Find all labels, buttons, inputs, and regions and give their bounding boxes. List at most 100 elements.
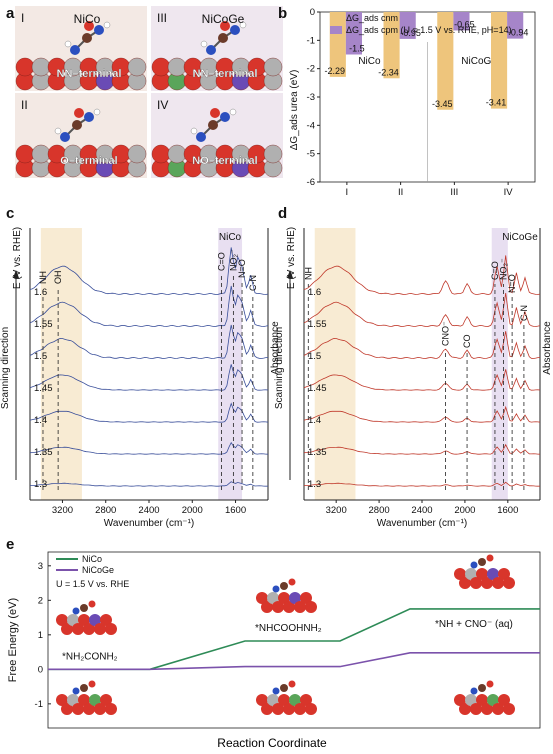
atom [190, 127, 198, 135]
x-tick-label: 2000 [182, 505, 203, 516]
bar [453, 12, 470, 31]
atom [294, 601, 306, 613]
atom [72, 687, 80, 695]
legend-entry: NiCo [82, 554, 102, 564]
spectrum-line [303, 255, 541, 295]
atom [272, 703, 284, 715]
atom [492, 577, 504, 589]
atom [487, 694, 499, 706]
atom [288, 578, 296, 586]
atom [103, 21, 111, 29]
atom [280, 582, 288, 590]
bar-data-label: -1.5 [349, 44, 365, 54]
structure-tiles: I NiCo NN–terminal III NiCoGe NN–terminal II O–… [15, 6, 283, 178]
structure-thumbnail [256, 680, 317, 715]
atom [88, 680, 96, 688]
atom [100, 694, 112, 706]
atom [459, 577, 471, 589]
atom [105, 703, 117, 715]
plot-frame [47, 551, 541, 729]
absorbance-label: Absorbance [542, 321, 553, 375]
spectrum-line [303, 481, 541, 487]
y-tick-label: -2 [307, 64, 315, 75]
b-chart: -6 -5 -4 -3 -2 -1 0 NiCo NiCoGe -2.29 -1.5 I -2.34 -0… [307, 7, 536, 198]
spectrum-line [303, 405, 541, 423]
atom [300, 592, 312, 604]
atom [498, 568, 510, 580]
y-tick-label: -4 [307, 120, 315, 131]
atom [503, 703, 515, 715]
spectrum-line [29, 481, 269, 487]
panel-b: b ΔG_ads urea (eV) -6 -5 -4 -3 -2 -1 0 NiCo NiCo… [278, 5, 536, 198]
potential-label: 1.5 [34, 351, 47, 362]
x-tick-label: 2800 [95, 505, 116, 516]
x-axis-label: Wavenumber (cm⁻¹) [377, 518, 467, 529]
e-xlabel: Reaction Coordinate [217, 736, 327, 750]
atom [82, 33, 92, 43]
peak-annotation: NH [303, 267, 313, 280]
bar [383, 12, 400, 79]
chart-title: NiCo [219, 232, 242, 243]
atom [476, 694, 488, 706]
peak-annotation: NO₂⁻ [228, 249, 238, 271]
potential-label: 1.4 [308, 415, 321, 426]
atom [465, 568, 477, 580]
bar-data-label: -0.65 [454, 19, 475, 29]
y-axis-label: E (V vs. RHE) [286, 227, 297, 289]
atom [272, 585, 280, 593]
potential-label: 1.3 [34, 479, 47, 490]
atom [78, 694, 90, 706]
atom [89, 614, 101, 626]
atom [294, 703, 306, 715]
atom [280, 684, 288, 692]
tile-description: NN–terminal [57, 68, 122, 80]
bar [491, 12, 508, 109]
x-tick-label: I [346, 187, 349, 198]
atom [487, 568, 499, 580]
atom [61, 623, 73, 635]
x-axis-label: Wavenumber (cm⁻¹) [104, 518, 194, 529]
atom [278, 592, 290, 604]
x-tick-label: 3200 [326, 505, 347, 516]
tile-description: O–terminal [60, 155, 117, 167]
atom [72, 623, 84, 635]
atom [470, 561, 478, 569]
spectrum-line [29, 402, 269, 423]
legend-swatch [330, 14, 342, 22]
atom [498, 694, 510, 706]
atom [288, 680, 296, 688]
bar [507, 12, 524, 39]
c-chart: 3200 2800 2400 2000 1600 Wavenumber (cm⁻¹) E (… [0, 227, 281, 529]
atom [70, 45, 80, 55]
x-tick-label: II [398, 187, 403, 198]
panel-e-label: e [6, 536, 14, 553]
atom [278, 694, 290, 706]
atom [218, 33, 228, 43]
atom [80, 604, 88, 612]
atom [229, 108, 237, 116]
potential-label: 1.3 [308, 479, 321, 490]
atom [15, 144, 35, 164]
atom [61, 703, 73, 715]
bar-data-label: -2.29 [325, 66, 346, 76]
atom [31, 144, 51, 164]
absorbance-label: Absorbance [270, 321, 281, 375]
scan-arrowhead [13, 270, 19, 278]
step-label: *NHCOOHNH₂ [255, 623, 322, 634]
atom [272, 687, 280, 695]
panel-b-label: b [278, 5, 287, 22]
atom [239, 21, 247, 29]
panel-a-label: a [6, 5, 15, 22]
peak-annotation: C=O [216, 252, 226, 271]
atom [94, 25, 104, 35]
atom [83, 623, 95, 635]
legend-entry: ΔG_ads cnm [346, 13, 398, 23]
potential-label: 1.6 [308, 287, 321, 298]
spectrum-line [303, 443, 541, 455]
x-tick-label: 2400 [411, 505, 432, 516]
bar-data-label: -2.34 [378, 67, 399, 77]
atom [56, 694, 68, 706]
spectrum-line [29, 324, 269, 359]
potential-label: 1.55 [34, 319, 53, 330]
